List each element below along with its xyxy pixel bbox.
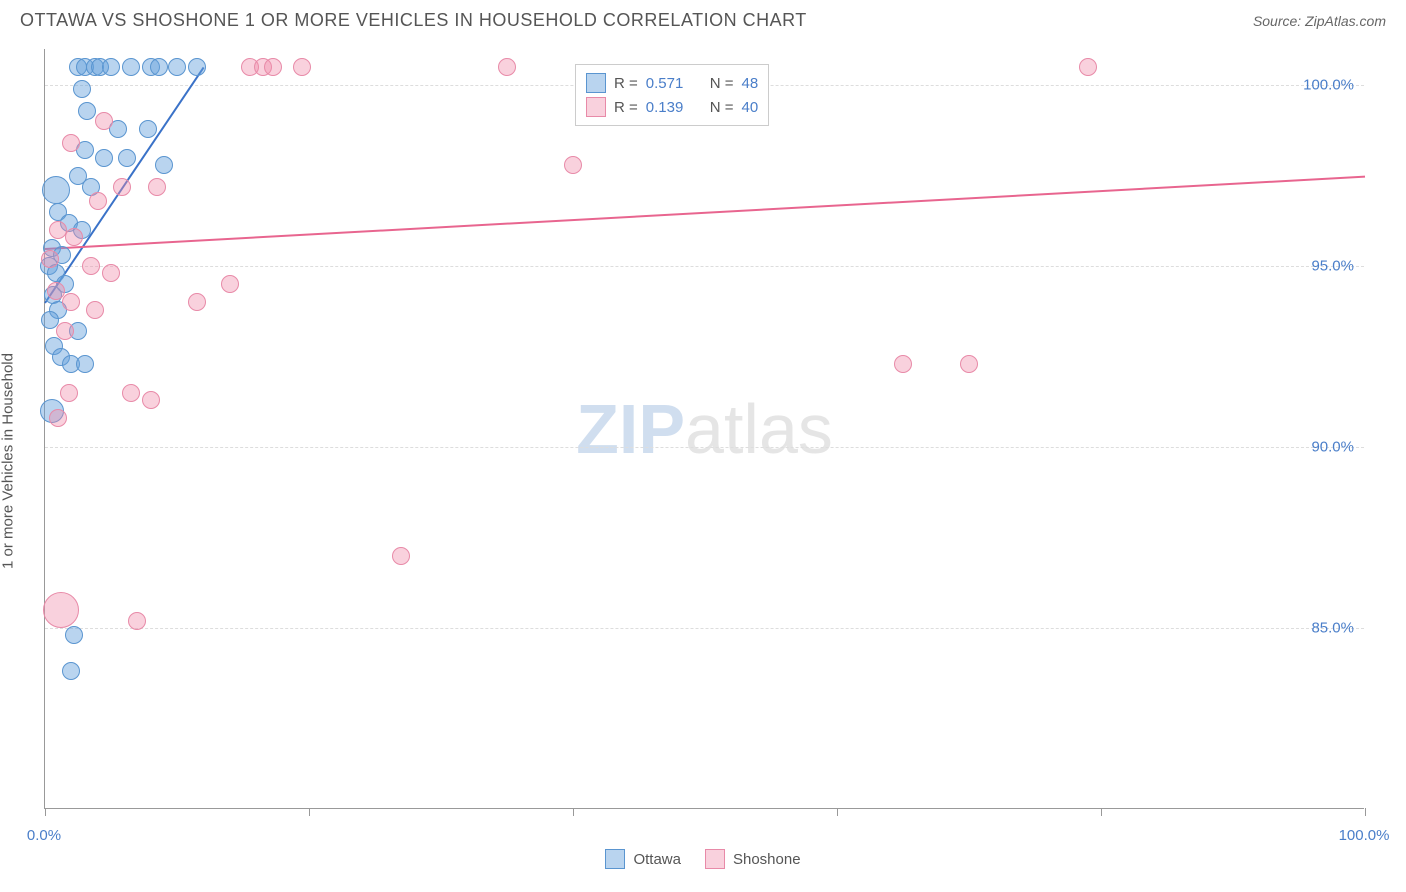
gridline-h <box>45 628 1364 629</box>
scatter-point-shoshone <box>41 250 59 268</box>
y-tick-label: 90.0% <box>1311 439 1354 456</box>
scatter-point-shoshone <box>264 58 282 76</box>
scatter-point-ottawa <box>65 626 83 644</box>
plot-area: ZIPatlas 85.0% 90.0% 95.0% 100.0% R = 0.571 N … <box>44 49 1364 809</box>
x-tick <box>837 808 838 816</box>
scatter-point-shoshone <box>142 391 160 409</box>
y-tick-label: 85.0% <box>1311 620 1354 637</box>
x-tick-label: 0.0% <box>27 827 61 844</box>
x-tick-label: 100.0% <box>1339 827 1390 844</box>
legend-label: Shoshone <box>733 851 801 868</box>
scatter-point-shoshone <box>122 384 140 402</box>
legend-item-shoshone: Shoshone <box>705 849 801 869</box>
legend-r-value: 0.139 <box>646 99 694 116</box>
scatter-point-shoshone <box>60 384 78 402</box>
legend-swatch <box>586 73 606 93</box>
scatter-point-shoshone <box>293 58 311 76</box>
scatter-point-shoshone <box>1079 58 1097 76</box>
chart-source: Source: ZipAtlas.com <box>1253 13 1386 29</box>
legend-swatch <box>605 849 625 869</box>
gridline-h <box>45 447 1364 448</box>
scatter-point-shoshone <box>43 592 79 628</box>
scatter-point-shoshone <box>392 547 410 565</box>
watermark-atlas: atlas <box>685 390 833 468</box>
gridline-h <box>45 266 1364 267</box>
chart-title: OTTAWA VS SHOSHONE 1 OR MORE VEHICLES IN… <box>20 10 807 31</box>
legend-bottom: Ottawa Shoshone <box>0 849 1406 869</box>
scatter-point-shoshone <box>221 275 239 293</box>
legend-r-label: R = <box>614 75 638 92</box>
legend-item-ottawa: Ottawa <box>605 849 681 869</box>
x-tick <box>1365 808 1366 816</box>
scatter-point-ottawa <box>150 58 168 76</box>
legend-n-value: 48 <box>742 75 759 92</box>
scatter-point-ottawa <box>78 102 96 120</box>
scatter-point-shoshone <box>128 612 146 630</box>
scatter-point-ottawa <box>62 662 80 680</box>
scatter-point-shoshone <box>56 322 74 340</box>
y-tick-label: 95.0% <box>1311 258 1354 275</box>
scatter-point-shoshone <box>188 293 206 311</box>
scatter-point-shoshone <box>113 178 131 196</box>
legend-label: Ottawa <box>633 851 681 868</box>
scatter-point-ottawa <box>155 156 173 174</box>
scatter-point-shoshone <box>86 301 104 319</box>
scatter-point-shoshone <box>49 409 67 427</box>
legend-stats-row: R = 0.571 N = 48 <box>586 71 758 95</box>
y-tick-label: 100.0% <box>1303 77 1354 94</box>
x-tick <box>573 808 574 816</box>
scatter-point-shoshone <box>564 156 582 174</box>
scatter-point-shoshone <box>960 355 978 373</box>
legend-n-value: 40 <box>742 99 759 116</box>
legend-n-label: N = <box>710 75 734 92</box>
scatter-point-shoshone <box>498 58 516 76</box>
scatter-point-ottawa <box>73 80 91 98</box>
x-tick <box>1101 808 1102 816</box>
scatter-point-ottawa <box>76 355 94 373</box>
scatter-point-shoshone <box>95 112 113 130</box>
legend-swatch <box>586 97 606 117</box>
legend-stats: R = 0.571 N = 48 R = 0.139 N = 40 <box>575 64 769 126</box>
chart-header: OTTAWA VS SHOSHONE 1 OR MORE VEHICLES IN… <box>0 0 1406 41</box>
scatter-point-shoshone <box>62 134 80 152</box>
legend-r-value: 0.571 <box>646 75 694 92</box>
scatter-point-ottawa <box>118 149 136 167</box>
scatter-point-ottawa <box>168 58 186 76</box>
legend-n-label: N = <box>710 99 734 116</box>
scatter-point-shoshone <box>102 264 120 282</box>
x-tick <box>45 808 46 816</box>
scatter-point-shoshone <box>89 192 107 210</box>
scatter-point-ottawa <box>139 120 157 138</box>
chart-area: 1 or more Vehicles in Household ZIPatlas… <box>0 41 1406 881</box>
scatter-point-shoshone <box>148 178 166 196</box>
legend-stats-row: R = 0.139 N = 40 <box>586 95 758 119</box>
watermark-zip: ZIP <box>576 390 685 468</box>
scatter-point-shoshone <box>894 355 912 373</box>
scatter-point-ottawa <box>102 58 120 76</box>
scatter-point-ottawa <box>95 149 113 167</box>
scatter-point-ottawa <box>188 58 206 76</box>
scatter-point-shoshone <box>62 293 80 311</box>
legend-r-label: R = <box>614 99 638 116</box>
y-axis-label: 1 or more Vehicles in Household <box>0 353 17 569</box>
scatter-point-shoshone <box>65 228 83 246</box>
trend-line-shoshone <box>45 176 1365 250</box>
scatter-point-ottawa <box>42 176 70 204</box>
legend-swatch <box>705 849 725 869</box>
x-tick <box>309 808 310 816</box>
scatter-point-shoshone <box>47 282 65 300</box>
scatter-point-shoshone <box>82 257 100 275</box>
watermark: ZIPatlas <box>576 389 833 469</box>
scatter-point-ottawa <box>122 58 140 76</box>
